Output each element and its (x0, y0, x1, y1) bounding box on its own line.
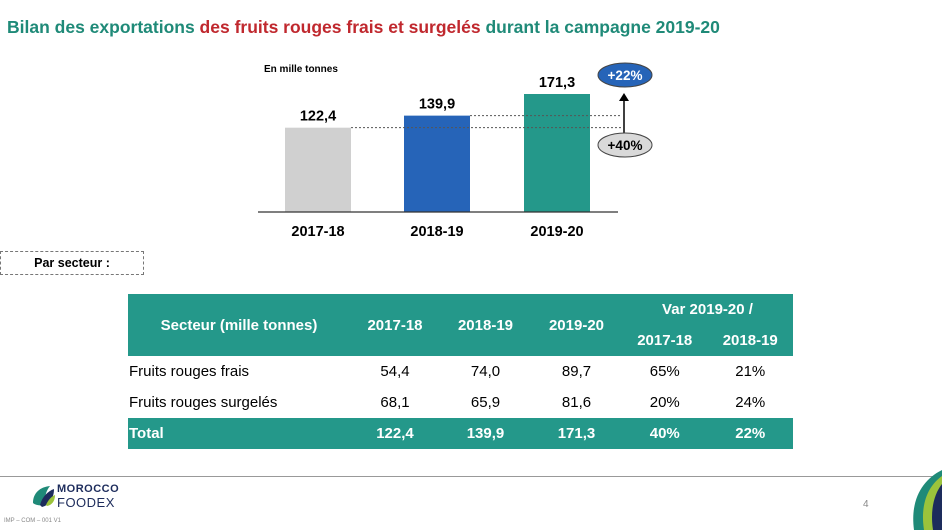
header-sector: Secteur (mille tonnes) (128, 294, 350, 356)
header-var: Var 2019-20 / (622, 294, 793, 325)
bar (285, 127, 351, 212)
header-year: 2019-20 (531, 294, 622, 356)
header-var-sub: 2017-18 (622, 325, 708, 356)
table-cell: 122,4 (350, 418, 440, 449)
table-cell: 21% (735, 363, 766, 380)
table-cell: 65,9 (470, 394, 501, 411)
footer-code: IMP – COM – 001 V1 (4, 518, 61, 524)
table-cell: 54,4 (380, 363, 410, 380)
tick-label: 2017-18 (291, 224, 344, 240)
table-cell: 24% (735, 394, 766, 411)
tick-label: 2018-19 (410, 224, 463, 240)
table-cell: Total (128, 418, 350, 449)
growth-badge (597, 62, 653, 88)
growth-badge-label: +22% (608, 68, 643, 83)
title-part-1: Bilan des exportations (7, 17, 200, 37)
secteur-label: Par secteur : (0, 251, 144, 275)
table-total-row: Total 122,4 139,9 171,3 40% 22% (128, 418, 793, 449)
title-part-2: des fruits rouges frais et surgelés (199, 17, 481, 37)
header-year: 2017-18 (350, 294, 440, 356)
table-cell: 65% (649, 363, 680, 380)
data-label: 171,3 (539, 75, 575, 91)
table-cell: 81,6 (561, 394, 592, 411)
table-row: Fruits rouges frais 54,4 74,0 89,7 65% 2… (128, 356, 793, 387)
table-cell: 74,0 (470, 363, 501, 380)
data-label: 139,9 (419, 97, 455, 113)
table-row: Fruits rouges surgelés 68,1 65,9 81,6 20… (128, 387, 793, 418)
growth-badge (597, 132, 653, 158)
table-cell: 22% (707, 418, 793, 449)
page-number: 4 (863, 499, 869, 510)
table-cell: Fruits rouges frais (129, 363, 250, 380)
bar-chart: 122,4 2017-18 139,9 2018-19 171,3 2019-20 +22%… (258, 62, 653, 240)
tick-label: 2019-20 (530, 224, 583, 240)
table-cell: Fruits rouges surgelés (129, 394, 278, 411)
page-title: Bilan des exportations des fruits rouges… (7, 17, 720, 38)
data-label: 122,4 (300, 109, 336, 125)
foodex-logo-icon (33, 486, 55, 507)
table-cell: 139,9 (440, 418, 531, 449)
bar (524, 94, 590, 212)
logo-line-2: FOODEX (57, 495, 115, 510)
header-year: 2018-19 (440, 294, 531, 356)
corner-decoration-icon (913, 470, 942, 530)
table-cell: 171,3 (531, 418, 622, 449)
table-cell: 20% (649, 394, 680, 411)
table-cell: 89,7 (561, 363, 592, 380)
table-cell: 68,1 (380, 394, 410, 411)
footer-divider (0, 476, 942, 477)
logo-text: MOROCCO FOODEX (57, 483, 119, 509)
bar (404, 115, 470, 212)
growth-badge-label: +40% (608, 138, 643, 153)
chart-unit-label: En mille tonnes (264, 64, 338, 75)
title-part-3: durant la campagne 2019-20 (480, 17, 720, 37)
logo-line-1: MOROCCO (57, 483, 120, 495)
table-cell: 40% (622, 418, 708, 449)
header-var-sub: 2018-19 (707, 325, 793, 356)
growth-arrow-head (619, 93, 629, 101)
secteur-table: Secteur (mille tonnes) 2017-18 2018-19 2… (128, 294, 793, 449)
